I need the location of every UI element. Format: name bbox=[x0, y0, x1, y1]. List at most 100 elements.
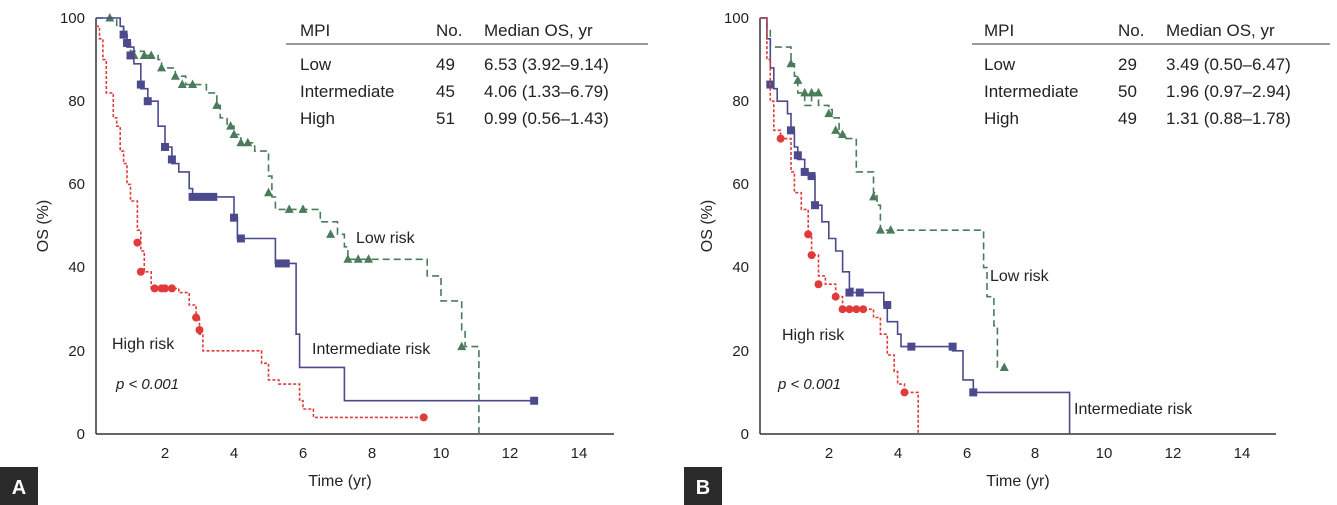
intermediate-risk-censor-marker bbox=[161, 142, 169, 151]
low-risk-censor-marker bbox=[284, 204, 294, 213]
p-value-b: p < 0.001 bbox=[777, 376, 841, 393]
intermediate-risk-censor-marker bbox=[230, 213, 238, 222]
low-risk-censor-marker bbox=[177, 79, 187, 89]
panel-tag-a-bg bbox=[0, 467, 38, 505]
high-risk-censor-marker bbox=[195, 326, 204, 334]
x-tick-label-a: 4 bbox=[230, 445, 238, 462]
low-risk-censor-marker bbox=[243, 137, 253, 147]
table-cell-b: 49 bbox=[1118, 109, 1137, 128]
high-risk-censor-marker bbox=[150, 284, 159, 293]
x-tick-label-b: 2 bbox=[825, 445, 833, 462]
x-tick-label-a: 12 bbox=[502, 445, 519, 462]
low-risk-censor-marker bbox=[236, 137, 246, 147]
panel-tag-b: B bbox=[696, 477, 710, 499]
intermediate-risk-censor-marker bbox=[907, 342, 916, 351]
high-risk-censor-marker bbox=[136, 267, 145, 276]
y-axis-title-a: OS (%) bbox=[35, 200, 52, 252]
high-risk-censor-marker bbox=[859, 305, 868, 314]
high-risk-censor-marker bbox=[419, 413, 428, 422]
low-risk-curve bbox=[760, 17, 1005, 369]
y-tick-label-a: 0 bbox=[77, 426, 85, 443]
table-cell-b: 1.96 (0.97–2.94) bbox=[1166, 82, 1291, 101]
intermediate-risk-censor-marker bbox=[188, 192, 197, 201]
x-tick-label-b: 8 bbox=[1031, 445, 1039, 462]
table-cell-b: Intermediate bbox=[984, 82, 1079, 101]
table-cell-a: 6.53 (3.92–9.14) bbox=[484, 55, 609, 74]
intermediate-risk-censor-marker bbox=[855, 288, 864, 297]
low-risk-censor-marker bbox=[457, 341, 467, 351]
low-risk-label-a: Low risk bbox=[356, 230, 416, 247]
curves-a bbox=[96, 13, 539, 434]
low-risk-censor-marker bbox=[170, 71, 180, 80]
y-tick-label-a: 100 bbox=[60, 10, 85, 27]
high-risk-censor-marker bbox=[845, 305, 854, 314]
table-cell-a: 49 bbox=[436, 55, 455, 74]
intermediate-risk-censor-marker bbox=[948, 342, 957, 351]
table-cell-b: High bbox=[984, 109, 1019, 128]
low-risk-censor-marker bbox=[869, 191, 879, 201]
y-tick-label-b: 60 bbox=[732, 176, 749, 193]
low-risk-censor-marker bbox=[212, 100, 222, 109]
x-axis-title-b: Time (yr) bbox=[986, 473, 1049, 490]
y-axis-title-b: OS (%) bbox=[699, 200, 716, 252]
intermediate-risk-censor-marker bbox=[969, 388, 978, 397]
table-header-median-a: Median OS, yr bbox=[484, 21, 593, 40]
high-risk-censor-marker bbox=[804, 230, 813, 239]
high-risk-censor-marker bbox=[838, 305, 847, 314]
intermediate-risk-censor-marker bbox=[143, 97, 152, 106]
low-risk-censor-marker bbox=[188, 79, 198, 89]
table-cell-b: 29 bbox=[1118, 55, 1137, 74]
low-risk-censor-marker bbox=[807, 87, 817, 97]
x-tick-label-b: 6 bbox=[963, 445, 971, 462]
y-tick-label-a: 60 bbox=[68, 176, 85, 193]
high-risk-censor-marker bbox=[831, 292, 840, 301]
p-value-a: p < 0.001 bbox=[115, 376, 179, 393]
y-tick-label-a: 40 bbox=[68, 259, 85, 276]
intermediate-risk-curve bbox=[760, 17, 1071, 434]
low-risk-censor-marker bbox=[838, 129, 848, 138]
table-cell-a: 45 bbox=[436, 82, 455, 101]
intermediate-risk-censor-marker bbox=[126, 51, 135, 60]
intermediate-risk-censor-marker bbox=[281, 259, 290, 268]
high-risk-censor-marker bbox=[900, 388, 909, 397]
x-tick-label-a: 10 bbox=[433, 445, 450, 462]
low-risk-label-b: Low risk bbox=[990, 268, 1050, 285]
low-risk-censor-marker bbox=[226, 121, 236, 130]
low-risk-censor-marker bbox=[813, 87, 823, 97]
low-risk-censor-marker bbox=[831, 125, 841, 134]
low-risk-censor-marker bbox=[326, 229, 336, 238]
x-tick-label-a: 14 bbox=[571, 445, 588, 462]
low-risk-censor-marker bbox=[343, 254, 353, 263]
low-risk-censor-marker bbox=[793, 75, 803, 84]
y-tick-label-b: 40 bbox=[732, 259, 749, 276]
table-cell-a: 51 bbox=[436, 109, 455, 128]
median-table-a: MPI No. Median OS, yr Low 49 6.53 (3.92–… bbox=[286, 21, 648, 128]
intermediate-risk-censor-marker bbox=[845, 288, 854, 297]
table-cell-b: 3.49 (0.50–6.47) bbox=[1166, 55, 1291, 74]
x-tick-label-a: 6 bbox=[299, 445, 307, 462]
table-cell-a: Low bbox=[300, 55, 332, 74]
high-risk-censor-marker bbox=[852, 305, 861, 314]
high-risk-censor-marker bbox=[167, 284, 176, 293]
intermediate-risk-censor-marker bbox=[274, 259, 283, 268]
intermediate-risk-censor-marker bbox=[167, 155, 176, 164]
low-risk-censor-marker bbox=[786, 58, 796, 68]
table-cell-a: 0.99 (0.56–1.43) bbox=[484, 109, 609, 128]
table-header-median-b: Median OS, yr bbox=[1166, 21, 1275, 40]
high-risk-label-b: High risk bbox=[782, 327, 845, 344]
table-cell-b: 50 bbox=[1118, 82, 1137, 101]
intermediate-risk-censor-marker bbox=[807, 172, 816, 181]
y-tick-label-b: 100 bbox=[724, 10, 749, 27]
intermediate-risk-censor-marker bbox=[195, 192, 204, 201]
table-cell-a: 4.06 (1.33–6.79) bbox=[484, 82, 609, 101]
intermediate-risk-censor-marker bbox=[793, 151, 802, 160]
table-cell-a: Intermediate bbox=[300, 82, 395, 101]
intermediate-risk-censor-marker bbox=[236, 234, 245, 243]
table-header-mpi-a: MPI bbox=[300, 21, 330, 40]
curves-b bbox=[760, 17, 1071, 434]
y-tick-label-b: 20 bbox=[732, 343, 749, 360]
low-risk-censor-marker bbox=[824, 108, 834, 118]
table-cell-b: 1.31 (0.88–1.78) bbox=[1166, 109, 1291, 128]
x-tick-label-b: 4 bbox=[894, 445, 902, 462]
